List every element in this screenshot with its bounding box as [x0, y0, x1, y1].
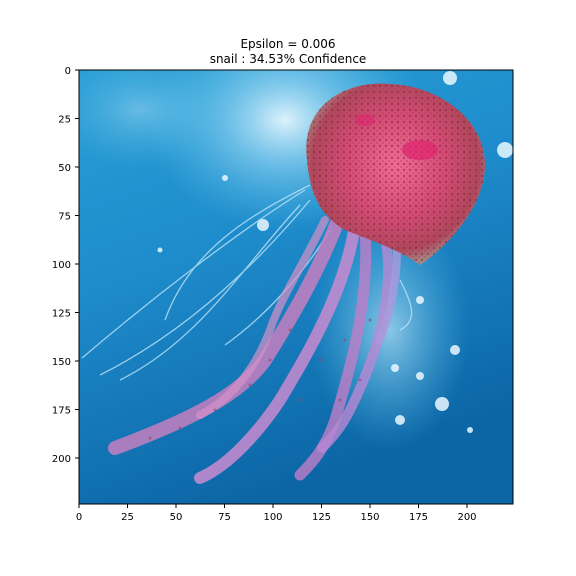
x-tick-label: 75 [218, 512, 231, 523]
x-tick-label: 50 [170, 512, 183, 523]
jellyfish-image [79, 70, 513, 504]
y-tick-label: 150 [52, 357, 71, 368]
plot-title-epsilon: Epsilon = 0.006 [240, 37, 336, 51]
x-tick-label: 175 [409, 512, 428, 523]
y-tick-label: 75 [58, 212, 71, 223]
y-tick-label: 50 [58, 163, 71, 174]
x-tick-label: 100 [263, 512, 282, 523]
y-tick-label: 125 [52, 309, 71, 320]
plot-title-prediction: snail : 34.53% Confidence [209, 52, 367, 66]
y-tick-label: 200 [52, 454, 71, 465]
plot-frame [78, 69, 514, 505]
y-tick-label: 175 [52, 406, 71, 417]
y-axis: 0 25 50 75 100 125 150 175 200 [52, 66, 79, 465]
x-tick-label: 0 [76, 512, 82, 523]
x-tick-label: 125 [312, 512, 331, 523]
x-tick-label: 200 [457, 512, 476, 523]
y-tick-label: 0 [65, 66, 71, 77]
x-axis: 0 25 50 75 100 125 150 175 200 [76, 504, 477, 523]
x-tick-label: 150 [360, 512, 379, 523]
x-tick-label: 25 [121, 512, 134, 523]
y-tick-label: 25 [58, 115, 71, 126]
y-tick-label: 100 [52, 260, 71, 271]
